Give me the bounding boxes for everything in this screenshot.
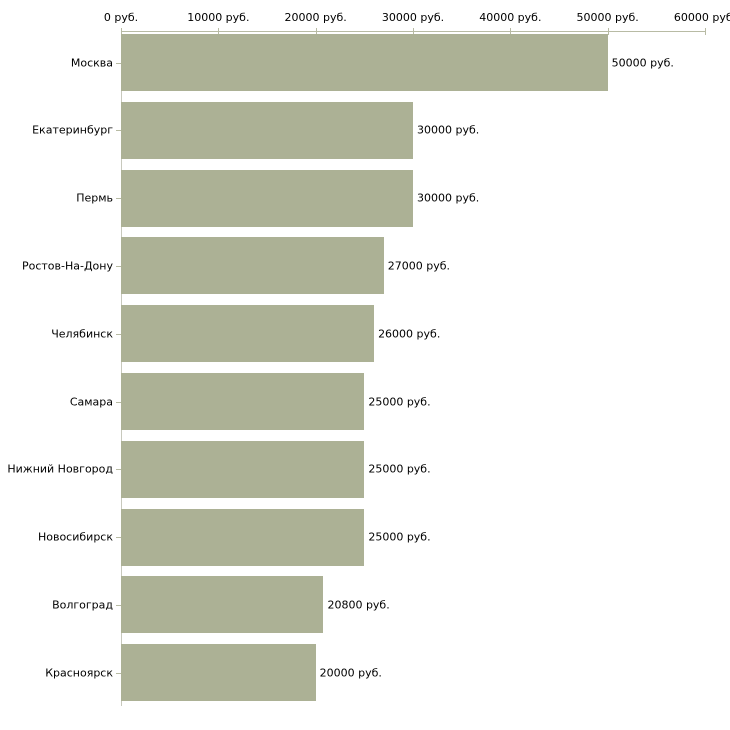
bar xyxy=(121,440,365,498)
bar-value-label: 26000 руб. xyxy=(378,327,441,341)
category-tick xyxy=(116,198,121,199)
x-axis-tick-label: 30000 руб. xyxy=(381,11,445,24)
bar xyxy=(121,644,316,702)
x-axis-tick-label: 50000 руб. xyxy=(576,11,639,24)
category-label: Москва xyxy=(70,56,113,69)
category-label: Самара xyxy=(69,395,113,408)
bar-value-label: 20000 руб. xyxy=(319,666,382,680)
x-axis-tick xyxy=(218,28,220,35)
bar-value-label: 25000 руб. xyxy=(368,530,431,544)
x-axis-tick-label: 40000 руб. xyxy=(479,11,542,24)
x-axis-tick-label: 60000 руб. xyxy=(673,11,730,24)
bar xyxy=(121,34,608,91)
bar-value-label: 25000 руб. xyxy=(368,395,431,408)
bar xyxy=(121,237,384,295)
bar-value-label: 27000 руб. xyxy=(387,259,451,273)
category-label: Екатеринбург xyxy=(32,123,113,137)
bar xyxy=(121,169,413,227)
category-tick xyxy=(116,605,121,606)
category-label: Новосибирск xyxy=(37,530,113,544)
bar-value-label: 50000 руб. xyxy=(611,56,674,69)
category-tick xyxy=(116,63,121,64)
category-tick xyxy=(116,334,121,335)
x-axis-tick-label: 10000 руб. xyxy=(187,11,250,24)
x-axis-tick xyxy=(705,28,706,35)
bar xyxy=(121,508,365,566)
bar xyxy=(121,576,324,634)
y-axis-line xyxy=(121,31,122,706)
bar-value-label: 30000 руб. xyxy=(417,123,480,137)
bar xyxy=(121,101,413,159)
x-axis-tick xyxy=(413,28,414,35)
category-tick xyxy=(116,537,121,538)
bar-value-label: 30000 руб. xyxy=(417,191,480,205)
x-axis-tick xyxy=(607,28,609,35)
category-label: Пермь xyxy=(76,191,113,205)
category-tick xyxy=(116,469,121,470)
category-label: Красноярск xyxy=(45,666,113,680)
bar-value-label: 20800 руб. xyxy=(327,598,390,612)
category-label: Волгоград xyxy=(52,598,113,612)
category-tick xyxy=(116,402,121,403)
category-tick xyxy=(116,266,121,267)
category-label: Челябинск xyxy=(51,327,113,341)
category-tick xyxy=(116,673,121,674)
category-tick xyxy=(116,130,121,131)
x-axis-tick xyxy=(121,28,122,35)
category-label: Ростов-На-Дону xyxy=(21,259,113,273)
bar xyxy=(121,373,365,430)
x-axis-tick xyxy=(315,28,317,35)
bar-value-label: 25000 руб. xyxy=(368,462,431,476)
x-axis-tick-label: 0 руб. xyxy=(103,11,139,24)
x-axis-tick-label: 20000 руб. xyxy=(284,11,347,24)
x-axis-tick xyxy=(510,28,512,35)
category-label: Нижний Новгород xyxy=(7,462,113,476)
bar xyxy=(121,305,375,363)
